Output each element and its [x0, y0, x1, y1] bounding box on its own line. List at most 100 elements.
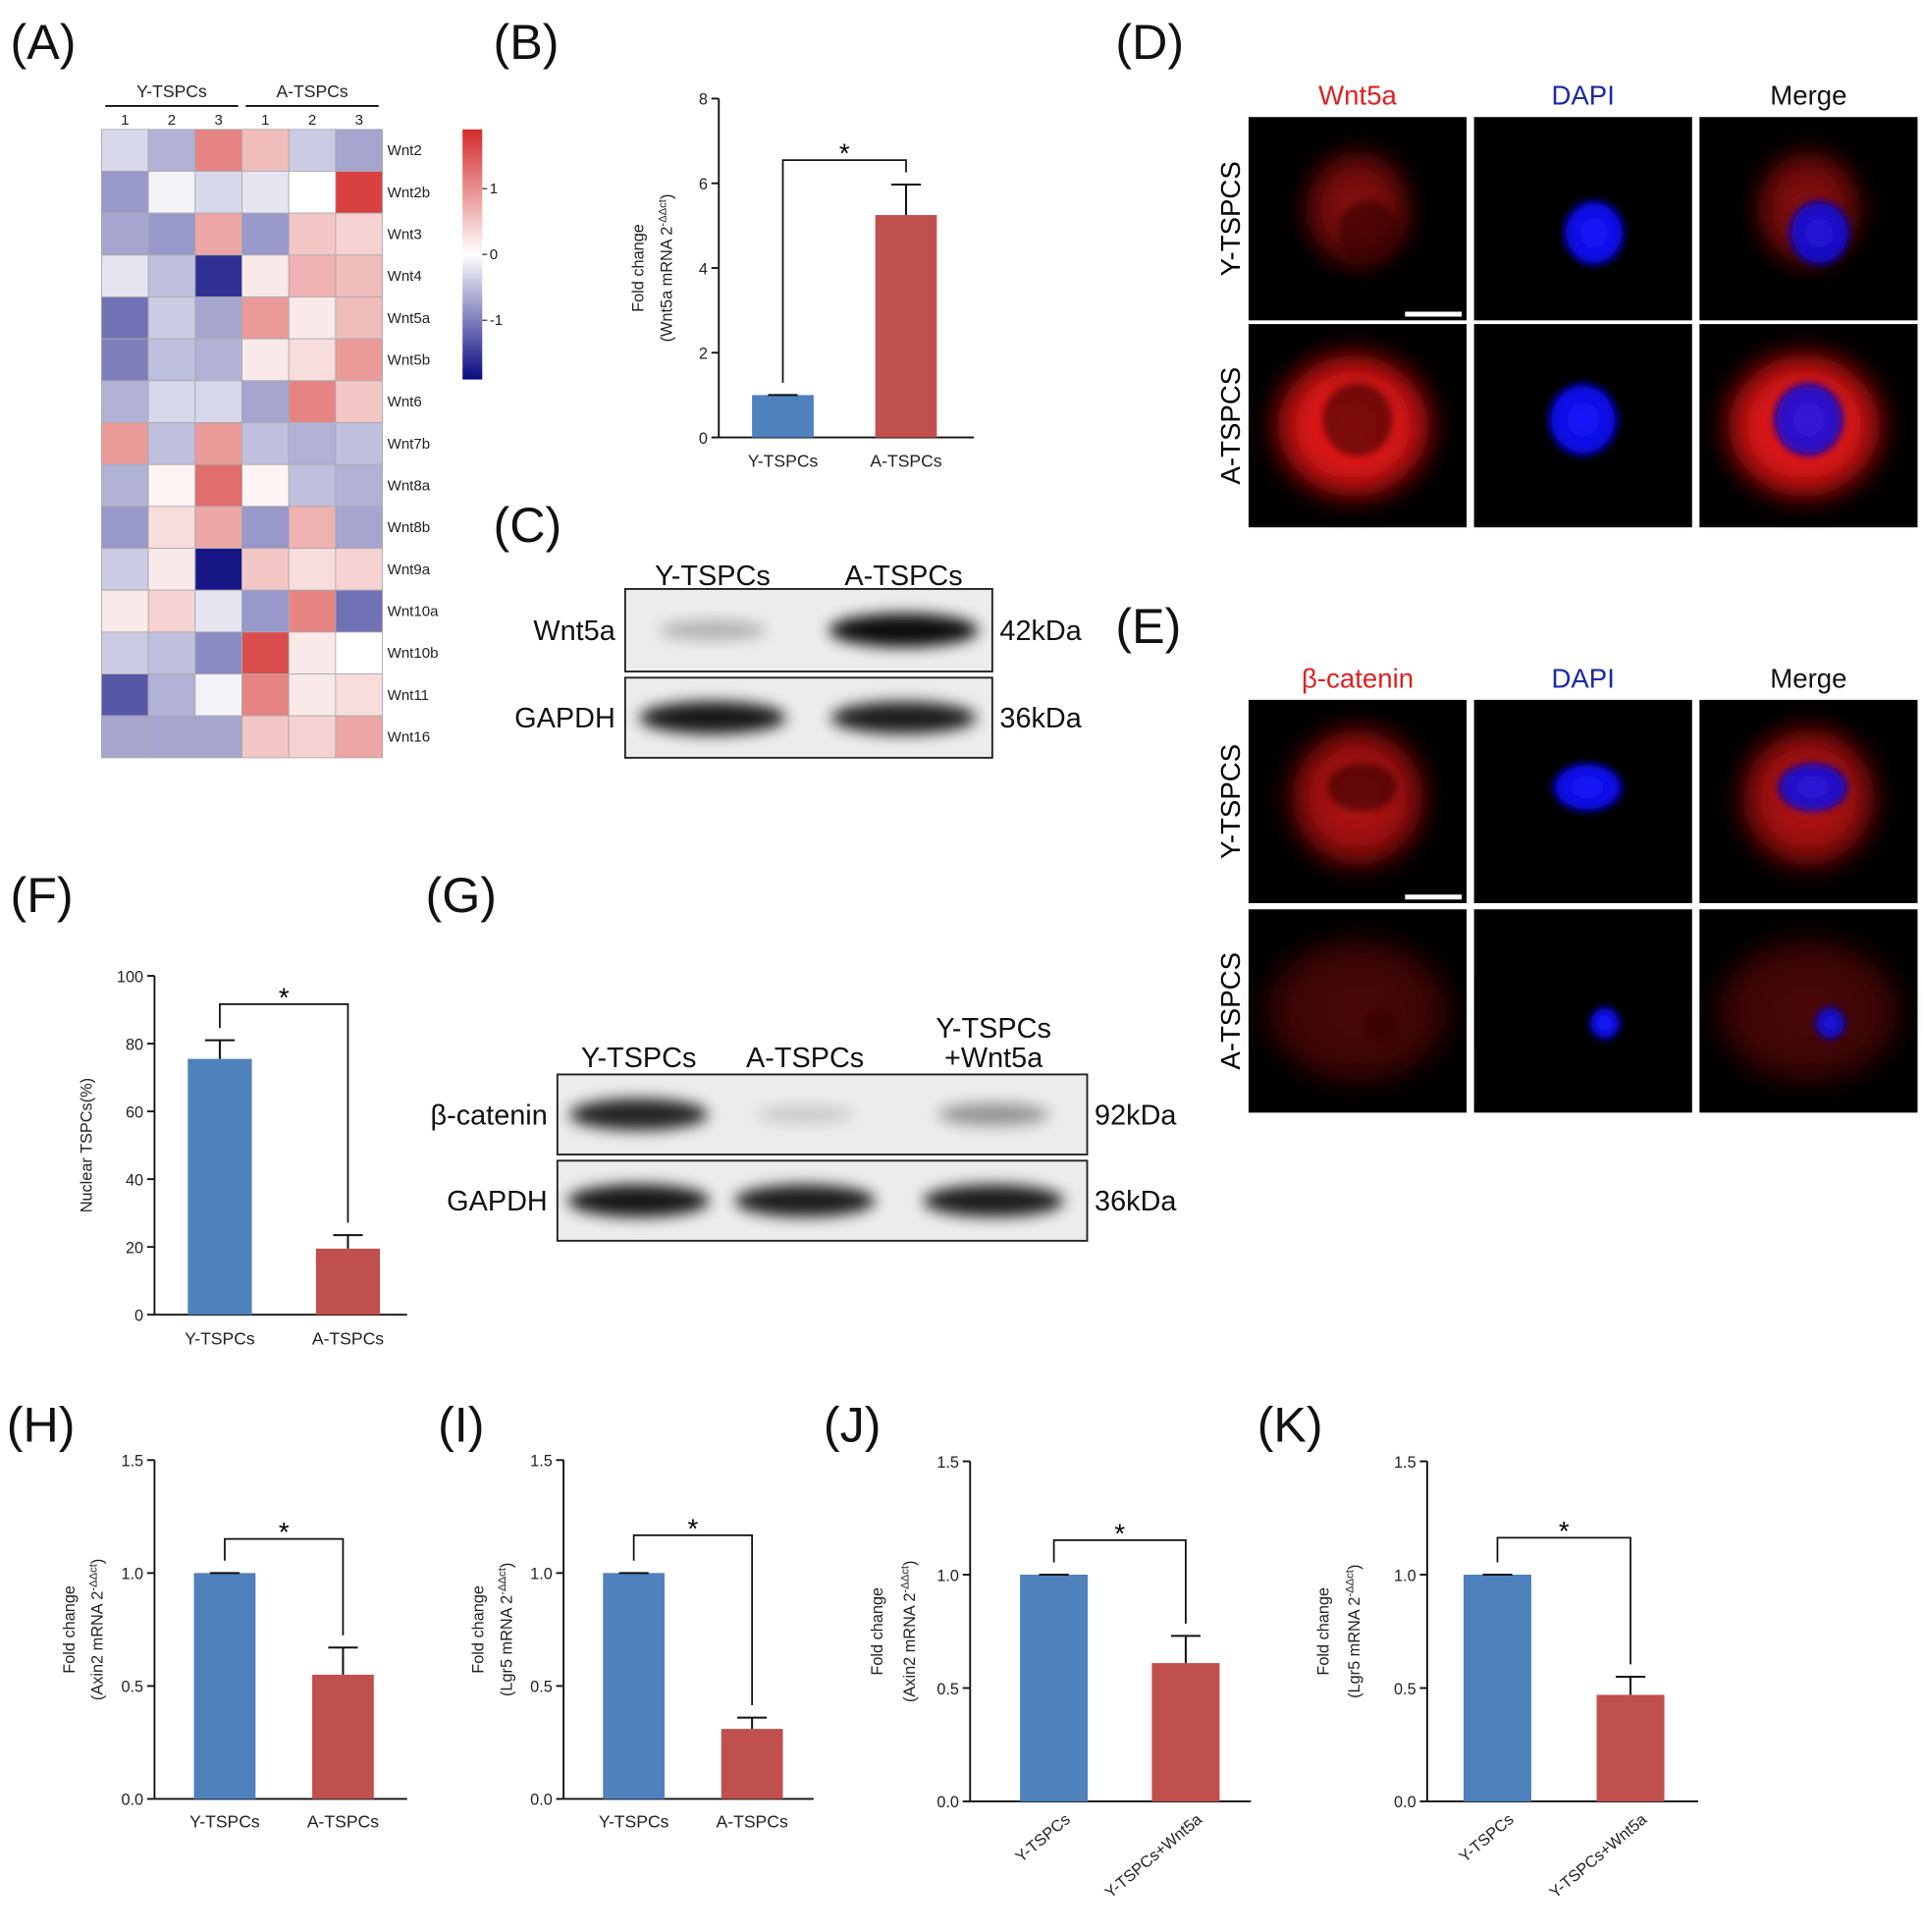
- bar: [312, 1674, 374, 1799]
- y-label-text: (Wnt5a mRNA 2: [659, 227, 676, 343]
- colorbar-label: 1: [490, 181, 498, 197]
- significance-bracket: [224, 1537, 345, 1636]
- panel-label: (A): [11, 15, 77, 70]
- heatmap-cell: [147, 380, 196, 423]
- heatmap-cell: [147, 422, 196, 465]
- heatmap-cell: [194, 589, 242, 633]
- y-tick-label: 1.0: [1394, 1567, 1416, 1584]
- heatmap-cell: [194, 171, 242, 214]
- heatmap-cell: [241, 254, 290, 297]
- nucleus: [1589, 1006, 1621, 1040]
- heatmap-cell: [100, 212, 149, 256]
- significance-star: *: [1559, 1516, 1570, 1546]
- heatmap-cell: [194, 631, 242, 674]
- error-bar: [333, 1234, 363, 1249]
- heatmap-cell: [194, 715, 242, 759]
- y-tick-label: 0.5: [1394, 1681, 1416, 1698]
- row-label: Wnt3: [388, 226, 422, 242]
- heatmap-cell: [288, 296, 337, 340]
- significance-star: *: [688, 1513, 699, 1543]
- heatmap-cell: [288, 463, 337, 508]
- heatmap-cell: [147, 296, 196, 340]
- row-label: GAPDH: [447, 1186, 548, 1217]
- heatmap-cell: [100, 715, 149, 759]
- heatmap-cell: [288, 715, 337, 759]
- heatmap-cell: [147, 506, 196, 549]
- heatmap-cell: [147, 129, 196, 172]
- y-tick-label: 100: [117, 968, 143, 986]
- row-label: Wnt8b: [388, 519, 431, 536]
- x-tick-label: Y-TSPCs: [1456, 1810, 1517, 1865]
- significance-star: *: [279, 982, 290, 1012]
- heatmap-cell: [241, 715, 290, 759]
- y-tick-label: 1.0: [530, 1566, 553, 1583]
- heatmap-cell: [194, 422, 242, 465]
- heatmap-cell: [288, 631, 337, 674]
- blot-band: [639, 701, 786, 734]
- y-tick-label: 20: [126, 1239, 143, 1257]
- heatmap-cell: [194, 338, 242, 382]
- colorbar-label: -1: [490, 312, 503, 329]
- column-label: 1: [121, 112, 129, 129]
- y-label-end: ): [498, 1563, 515, 1568]
- blot-band: [937, 1102, 1049, 1126]
- heatmap-cell: [335, 422, 384, 465]
- bar: [1463, 1575, 1531, 1801]
- heatmap-cell: [288, 422, 337, 465]
- x-tick-label: A-TSPCs: [307, 1811, 379, 1831]
- heatmap-cell: [335, 380, 384, 423]
- size-label: 36kDa: [1095, 1186, 1177, 1217]
- heatmap-cell: [335, 463, 384, 508]
- heatmap-cell: [241, 171, 290, 214]
- heatmap-cell: [194, 463, 242, 508]
- y-label-text: (Lgr5 mRNA 2: [498, 1595, 515, 1696]
- panel-label: (J): [824, 1397, 881, 1452]
- x-tick-label: A-TSPCs: [717, 1811, 788, 1831]
- y-tick-label: 1.5: [530, 1453, 553, 1471]
- nucleus: [1778, 763, 1848, 812]
- panel-label: (I): [438, 1397, 484, 1452]
- y-label-sup: -ΔΔct: [900, 1565, 912, 1592]
- y-tick-label: 1.0: [936, 1567, 959, 1584]
- x-tick-label: A-TSPCs: [312, 1328, 384, 1348]
- row-label: GAPDH: [514, 703, 615, 734]
- heatmap-cell: [335, 715, 384, 759]
- blot-band: [756, 1105, 854, 1124]
- y-axis-label: Fold change: [630, 224, 648, 312]
- y-label-sup: -ΔΔct: [87, 1563, 99, 1590]
- heatmap-cell: [147, 589, 196, 633]
- heatmap-cell: [147, 715, 196, 759]
- heatmap-cell: [100, 631, 149, 674]
- channel-label: DAPI: [1551, 663, 1614, 693]
- y-tick-label: 0.5: [121, 1679, 143, 1696]
- heatmap-cell: [241, 589, 290, 633]
- heatmap-cell: [194, 548, 242, 591]
- significance-bracket: [1052, 1538, 1187, 1624]
- error-bar: [1615, 1675, 1646, 1695]
- row-label: Wnt4: [388, 268, 422, 285]
- size-label: 36kDa: [999, 703, 1082, 734]
- heatmap-cell: [100, 422, 149, 465]
- y-tick-label: 1.0: [121, 1566, 143, 1583]
- significance-bracket: [1496, 1536, 1631, 1665]
- column-label: 3: [355, 112, 363, 129]
- y-label-text: (Lgr5 mRNA 2: [1346, 1597, 1363, 1698]
- x-tick-label: Y-TSPCs: [185, 1328, 255, 1348]
- bar: [193, 1573, 256, 1799]
- heatmap-cell: [241, 422, 290, 465]
- heatmap-cell: [241, 673, 290, 717]
- y-tick-label: 1.5: [121, 1453, 143, 1471]
- x-tick-label: Y-TSPCs: [599, 1811, 669, 1831]
- heatmap-cell: [147, 463, 196, 508]
- y-axis-label: Fold change: [869, 1587, 886, 1676]
- row-label: Wnt8a: [388, 478, 431, 495]
- nucleus: [1815, 1006, 1846, 1040]
- y-tick-label: 0.0: [936, 1794, 959, 1811]
- row-label: Wnt5a: [388, 310, 431, 327]
- error-bar: [890, 183, 922, 216]
- nucleus: [1548, 383, 1619, 456]
- y-label-end: ): [901, 1561, 919, 1566]
- heatmap-cell: [335, 589, 384, 633]
- panel-label: (G): [426, 868, 497, 923]
